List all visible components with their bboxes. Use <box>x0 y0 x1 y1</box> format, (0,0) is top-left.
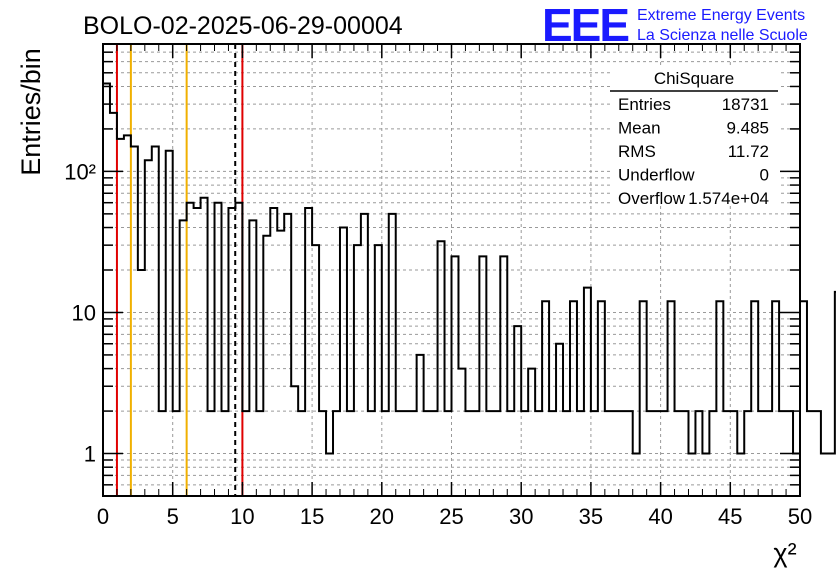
stats-box-bg <box>610 66 778 204</box>
x-axis-label: χ² <box>773 538 796 568</box>
axis-ticks: 0 5 10 15 20 25 30 35 40 45 50 1 10 10² <box>64 44 812 529</box>
stats-box: ChiSquare Entries 18731 Mean 9.485 RMS 11.72 U… <box>610 66 778 208</box>
x-tick-label: 30 <box>509 504 533 529</box>
x-tick-label: 20 <box>370 504 394 529</box>
x-tick-label: 10 <box>230 504 254 529</box>
stats-value: 11.72 <box>728 142 769 161</box>
eee-logo-mark: EEE <box>542 0 628 51</box>
y-tick-label: 10² <box>64 159 96 184</box>
stats-value: 9.485 <box>726 119 769 138</box>
x-tick-label: 15 <box>300 504 324 529</box>
y-tick-label: 1 <box>84 442 96 467</box>
x-tick-label: 0 <box>97 504 109 529</box>
eee-logo: EEE Extreme Energy Events La Scienza nel… <box>542 0 808 51</box>
stats-value: 18731 <box>722 95 769 114</box>
y-tick-label: 10 <box>72 300 96 325</box>
logo-line-1: Extreme Energy Events <box>637 7 805 24</box>
y-axis-label: Entries/bin <box>16 48 46 176</box>
stats-label: RMS <box>618 142 656 161</box>
stats-box-title: ChiSquare <box>654 69 734 88</box>
x-tick-label: 5 <box>167 504 179 529</box>
x-tick-label: 50 <box>788 504 812 529</box>
logo-line-2: La Scienza nelle Scuole <box>637 27 808 44</box>
x-tick-label: 25 <box>439 504 463 529</box>
stats-label: Underflow <box>618 166 695 185</box>
stats-label: Entries <box>618 95 671 114</box>
stats-rows: Entries 18731 Mean 9.485 RMS 11.72 Underflow 0 O… <box>618 95 769 208</box>
x-tick-label: 45 <box>718 504 742 529</box>
stats-value: 1.574e+04 <box>688 189 769 208</box>
x-tick-label: 40 <box>648 504 672 529</box>
stats-label: Overflow <box>618 189 686 208</box>
stats-value: 0 <box>760 166 769 185</box>
chart-title: BOLO-02-2025-06-29-00004 <box>83 12 403 40</box>
stats-label: Mean <box>618 119 661 138</box>
x-tick-label: 35 <box>579 504 603 529</box>
histogram-line <box>102 82 836 496</box>
